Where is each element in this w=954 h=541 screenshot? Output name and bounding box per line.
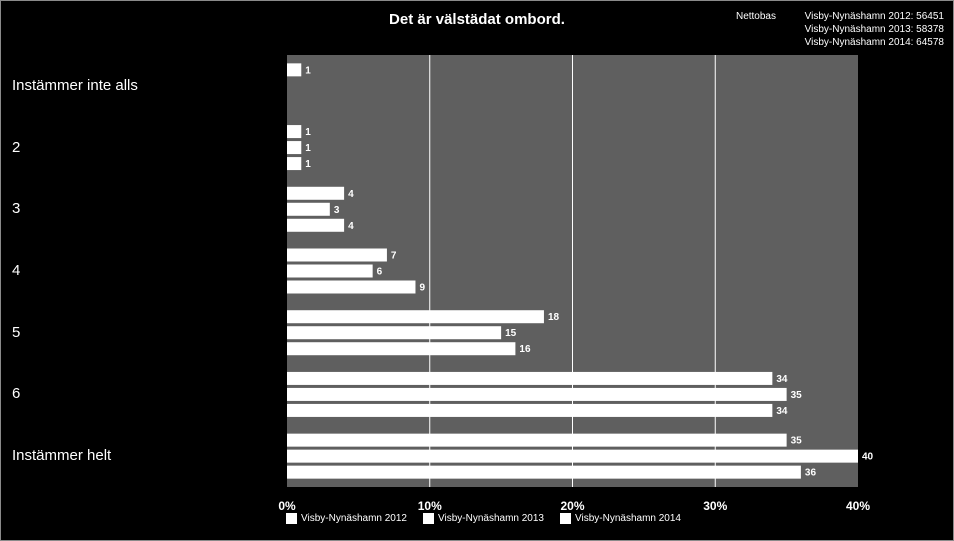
nettobas-row: Visby-Nynäshamn 2012: 56451 [804, 11, 944, 22]
bar-value-label: 40 [862, 452, 874, 463]
bar [287, 371, 773, 385]
x-tick-label: 40% [846, 499, 870, 513]
legend-item: Visby-Nynäshamn 2012 [286, 513, 407, 524]
bar [287, 326, 502, 340]
bar-value-label: 3 [334, 205, 340, 216]
bar-value-label: 1 [305, 143, 311, 154]
bar-value-label: 9 [419, 283, 425, 294]
bar [287, 157, 302, 171]
bar [287, 141, 302, 155]
legend-swatch [560, 513, 571, 524]
bar-value-label: 1 [305, 159, 311, 170]
bar [287, 248, 387, 262]
bar [287, 310, 544, 324]
category-label: Instämmer inte alls [12, 76, 138, 94]
bar-value-label: 18 [548, 312, 560, 323]
legend: Visby-Nynäshamn 2012 Visby-Nynäshamn 201… [286, 513, 681, 524]
category-label: 5 [12, 323, 21, 341]
bar-value-label: 35 [791, 436, 803, 447]
bar-value-label: 34 [776, 374, 788, 385]
bar-value-label: 36 [805, 468, 817, 479]
legend-item: Visby-Nynäshamn 2014 [560, 513, 681, 524]
category-label: 3 [12, 200, 21, 218]
x-tick-label: 30% [703, 499, 727, 513]
x-tick-label: 0% [278, 499, 296, 513]
legend-label: Visby-Nynäshamn 2014 [575, 513, 681, 524]
bar-value-label: 1 [305, 127, 311, 138]
bar [287, 63, 302, 77]
chart-title: Det är välstädat ombord. [389, 11, 565, 28]
bar [287, 449, 858, 463]
bar [287, 465, 801, 479]
bar-value-label: 35 [791, 390, 803, 401]
category-label: 6 [12, 385, 21, 403]
nettobas-box: Nettobas Visby-Nynäshamn 2012: 56451 Vis… [736, 10, 944, 49]
bar [287, 433, 787, 447]
bar-value-label: 16 [519, 344, 531, 355]
legend-item: Visby-Nynäshamn 2013 [423, 513, 544, 524]
bar [287, 218, 345, 232]
bar [287, 125, 302, 139]
x-tick-label: 20% [560, 499, 584, 513]
bar-value-label: 7 [391, 251, 397, 262]
bar [287, 342, 516, 356]
category-label: 4 [12, 262, 21, 279]
bar-value-label: 6 [377, 267, 383, 278]
bar [287, 264, 373, 278]
bar [287, 387, 787, 401]
legend-swatch [423, 513, 434, 524]
category-label: Instämmer helt [12, 447, 112, 465]
bar-value-label: 1 [305, 65, 311, 76]
nettobas-label: Nettobas [735, 11, 776, 22]
bar [287, 202, 330, 216]
bar [287, 403, 773, 417]
bar [287, 186, 345, 200]
legend-label: Visby-Nynäshamn 2013 [438, 513, 544, 524]
bar-value-label: 4 [348, 221, 354, 232]
bar [287, 280, 416, 294]
legend-swatch [286, 513, 297, 524]
bar-value-label: 15 [505, 328, 517, 339]
bar-value-label: 4 [348, 189, 354, 200]
nettobas-row: Visby-Nynäshamn 2013: 58378 [804, 24, 944, 35]
x-tick-label: 10% [418, 499, 442, 513]
nettobas-row: Visby-Nynäshamn 2014: 64578 [804, 37, 944, 48]
category-label: 2 [12, 138, 21, 156]
bar-value-label: 34 [776, 406, 788, 417]
legend-label: Visby-Nynäshamn 2012 [301, 513, 407, 524]
